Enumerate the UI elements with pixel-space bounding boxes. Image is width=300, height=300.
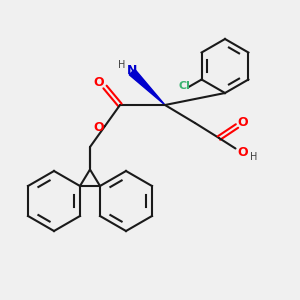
Text: N: N: [127, 64, 137, 77]
Text: O: O: [93, 121, 104, 134]
Text: O: O: [94, 76, 104, 89]
Text: H: H: [118, 59, 125, 70]
Text: O: O: [238, 116, 248, 130]
Text: Cl: Cl: [178, 80, 190, 91]
Text: O: O: [238, 146, 248, 159]
Polygon shape: [129, 69, 165, 105]
Text: H: H: [250, 152, 258, 162]
